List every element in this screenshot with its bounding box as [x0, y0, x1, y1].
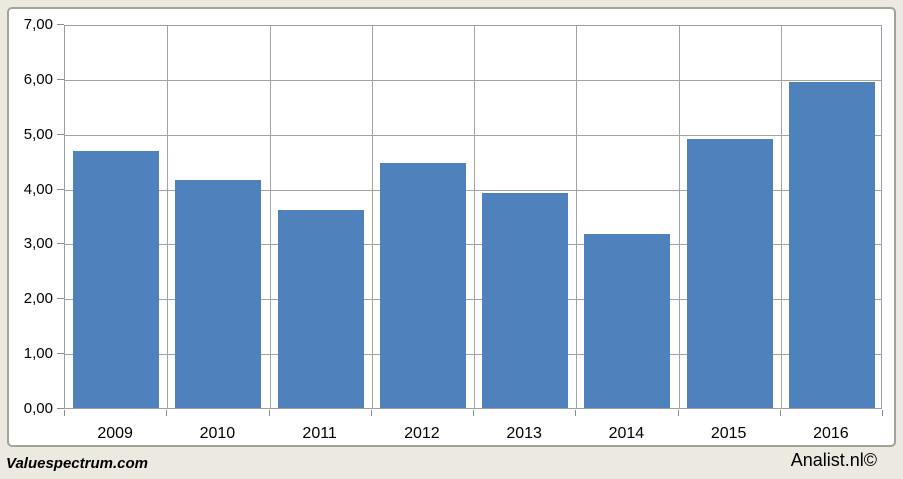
y-tick — [57, 78, 64, 80]
y-tick-label: 6,00 — [23, 70, 53, 88]
x-tick-label: 2010 — [199, 425, 236, 442]
x-tick-label: 2014 — [608, 425, 645, 442]
x-tick-label: 2012 — [404, 425, 440, 442]
x-tick-label: 2016 — [813, 425, 849, 442]
x-tick — [166, 410, 167, 416]
chart-canvas: 0,00 1,00 2,00 3,00 4,00 5,00 6,00 7,00 2009 2010… — [7, 7, 896, 447]
x-tick-label: 2011 — [302, 425, 337, 442]
v-gridline — [167, 26, 168, 408]
y-tick-label: 5,00 — [23, 125, 53, 143]
y-tick-label: 3,00 — [23, 235, 53, 253]
x-tick-label: 2013 — [506, 425, 542, 442]
x-tick — [64, 410, 65, 416]
v-gridline — [781, 26, 782, 408]
h-gridline — [65, 134, 881, 136]
y-tick — [57, 133, 64, 135]
y-tick — [57, 298, 64, 300]
x-tick — [780, 410, 781, 416]
x-tick — [473, 410, 474, 416]
x-tick — [575, 410, 576, 416]
h-gridline — [65, 244, 881, 246]
bar-2016 — [788, 81, 875, 408]
v-gridline — [474, 26, 475, 408]
v-gridline — [576, 26, 577, 408]
bar-2010 — [175, 180, 262, 408]
x-tick — [882, 410, 883, 416]
plot-area — [64, 25, 882, 409]
y-tick — [57, 243, 64, 245]
bar-2009 — [73, 151, 160, 408]
y-tick-label: 1,00 — [23, 345, 53, 363]
h-gridline — [65, 79, 881, 81]
v-gridline — [372, 26, 373, 408]
source-analist-label: Analist.nl© — [790, 450, 877, 470]
y-tick-label: 2,00 — [23, 290, 53, 308]
bar-2012 — [379, 162, 466, 408]
bar-2011 — [277, 209, 364, 408]
x-tick-label: 2015 — [710, 425, 747, 442]
bar-2014 — [584, 234, 671, 408]
y-tick — [57, 408, 64, 409]
v-gridline — [679, 26, 680, 408]
y-tick — [57, 188, 64, 190]
h-gridline — [65, 299, 881, 301]
h-gridline — [65, 354, 881, 356]
x-tick — [269, 410, 270, 416]
h-gridline — [65, 189, 881, 191]
source-valuespectrum-label: Valuespectrum.com — [6, 455, 148, 472]
y-tick-label: 7,00 — [23, 16, 53, 33]
bar-2013 — [482, 192, 569, 408]
y-tick-label: 0,00 — [23, 400, 53, 417]
y-tick — [57, 353, 64, 355]
y-tick — [57, 24, 64, 25]
x-tick — [678, 410, 679, 416]
x-tick — [371, 410, 372, 416]
bar-2015 — [686, 139, 773, 408]
y-tick-label: 4,00 — [23, 180, 53, 198]
x-tick-label: 2009 — [97, 425, 133, 442]
v-gridline — [270, 26, 271, 408]
